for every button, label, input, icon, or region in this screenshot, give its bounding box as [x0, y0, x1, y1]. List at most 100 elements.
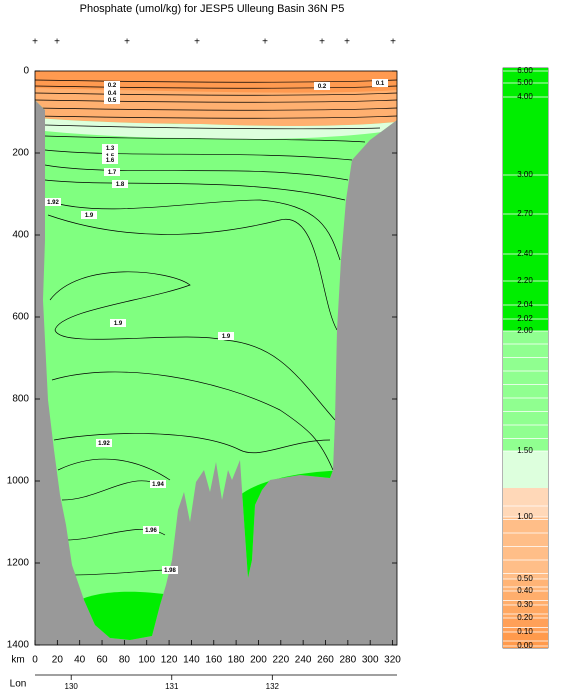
- x-tick-label: 0: [32, 655, 38, 666]
- y-tick-label: 800: [12, 394, 29, 405]
- contour-label-bg: [81, 211, 97, 219]
- contour-label: 0.2: [108, 83, 117, 89]
- colorbar-tick-label: 2.20: [517, 276, 533, 285]
- colorbar-tick-label: 6.00: [517, 66, 533, 75]
- colorbar-band: [503, 83, 548, 97]
- colorbar-tick-label: 2.00: [517, 326, 533, 335]
- colorbar-tick-label: 4.00: [517, 92, 533, 101]
- contour-label: 0.2: [318, 84, 327, 90]
- contour-label-bg: [104, 89, 120, 97]
- contour-label-bg: [218, 332, 234, 340]
- marker: +: [262, 37, 268, 48]
- x-tick-label: 120: [161, 655, 178, 666]
- contour-label: 1.96: [145, 528, 157, 534]
- marker: +: [124, 37, 130, 48]
- contour-label: 1.6: [106, 158, 115, 164]
- contours: [35, 79, 397, 576]
- x2-axis-label: Lon: [10, 679, 27, 690]
- contour-label-bg: [110, 319, 126, 327]
- contour-label-bg: [150, 480, 166, 488]
- colorbar-tick-label: 0.10: [517, 627, 533, 636]
- contour-label: 1.98: [164, 568, 176, 574]
- colorbar-band: [503, 517, 548, 579]
- colorbar-tick-label: 0.20: [517, 613, 533, 622]
- colorbar-band: [503, 305, 548, 319]
- colorbar-band: [503, 68, 548, 83]
- contour-label: 1.7: [108, 170, 117, 176]
- marker: +: [32, 37, 38, 48]
- contour-label-bg: [162, 566, 178, 574]
- y-tick-label: 1000: [7, 476, 30, 487]
- colorbar-band: [503, 632, 548, 648]
- contour-label-bg: [104, 168, 120, 176]
- contour-label: 1.92: [47, 200, 59, 206]
- colorbar-band: [503, 254, 548, 281]
- colorbar-band: [503, 214, 548, 254]
- x-tick-label: 200: [250, 655, 267, 666]
- contour-label-bg: [45, 198, 61, 206]
- colorbar-tick-label: 3.00: [517, 170, 533, 179]
- marker: +: [319, 37, 325, 48]
- colorbar-band: [503, 579, 548, 591]
- y-tick-label: 1400: [7, 640, 30, 651]
- x-tick-label: 20: [52, 655, 64, 666]
- x-tick-label: 300: [362, 655, 379, 666]
- colorbar-tick-label: 5.00: [517, 78, 533, 87]
- colorbar-tick-label: 0.00: [517, 641, 533, 650]
- contour-label: 0.1: [376, 81, 385, 87]
- marker: +: [54, 37, 60, 48]
- contour-label: 1.94: [152, 482, 164, 488]
- y-tick-label: 400: [12, 230, 29, 241]
- colorbar-tick-label: 0.50: [517, 574, 533, 583]
- colorbar-band: [503, 488, 548, 502]
- x-tick-label: 140: [183, 655, 200, 666]
- x-tick-label: 80: [119, 655, 131, 666]
- colorbar-band: [503, 331, 548, 451]
- contour-label-bg: [104, 96, 120, 104]
- chart-title: Phosphate (umol/kg) for JESP5 Ulleung Ba…: [80, 3, 345, 15]
- x-tick-label: 180: [228, 655, 245, 666]
- contour-label: 0.4: [108, 91, 117, 97]
- colorbar-tick-label: 2.04: [517, 300, 533, 309]
- colorbar-band: [503, 605, 548, 618]
- contour-label: 1.8: [116, 182, 125, 188]
- contour-label: 0.5: [108, 98, 117, 104]
- contour-label: 1.9: [222, 334, 231, 340]
- contour-label-bg: [96, 439, 112, 447]
- marker: +: [194, 37, 200, 48]
- y-tick-label: 600: [12, 312, 29, 323]
- x2-tick-label: 131: [165, 682, 179, 691]
- x-tick-label: 260: [317, 655, 334, 666]
- x-tick-label: 160: [205, 655, 222, 666]
- colorbar-band: [503, 451, 548, 488]
- x-axis-label: km: [11, 655, 24, 666]
- station-markers: + + + + + + + +: [32, 37, 396, 48]
- colorbar-band: [503, 97, 548, 175]
- contour-label: 1.92: [98, 441, 110, 447]
- x-tick-label: 220: [272, 655, 289, 666]
- y-tick-label: 200: [12, 148, 29, 159]
- colorbar-tick-label: 2.70: [517, 209, 533, 218]
- x2-tick-label: 130: [65, 682, 79, 691]
- colorbar-tick-label: 0.40: [517, 586, 533, 595]
- plot-frame: [34, 70, 398, 646]
- colorbar-tick-label: 2.40: [517, 249, 533, 258]
- colorbar-band: [503, 175, 548, 214]
- x-tick-label: 240: [295, 655, 312, 666]
- x-tick-label: 280: [339, 655, 356, 666]
- contour-label: 1.9: [114, 321, 123, 327]
- colorbar-band: [503, 281, 548, 305]
- x-tick-label: 60: [96, 655, 108, 666]
- colorbar-tick-label: 1.00: [517, 512, 533, 521]
- contour-label-bg: [102, 144, 118, 152]
- colorbar-tick-label: 0.30: [517, 600, 533, 609]
- contour-label-bg: [372, 79, 388, 87]
- colorbar-band: [503, 618, 548, 632]
- contour-labels: 0.10.20.20.40.51.31.51.61.71.81.921.91.9…: [45, 79, 388, 574]
- marker: +: [390, 37, 396, 48]
- contour-label-bg: [143, 526, 159, 534]
- x-tick-label: 320: [384, 655, 401, 666]
- x2-tick-label: 132: [266, 682, 280, 691]
- colorbar-band: [503, 591, 548, 605]
